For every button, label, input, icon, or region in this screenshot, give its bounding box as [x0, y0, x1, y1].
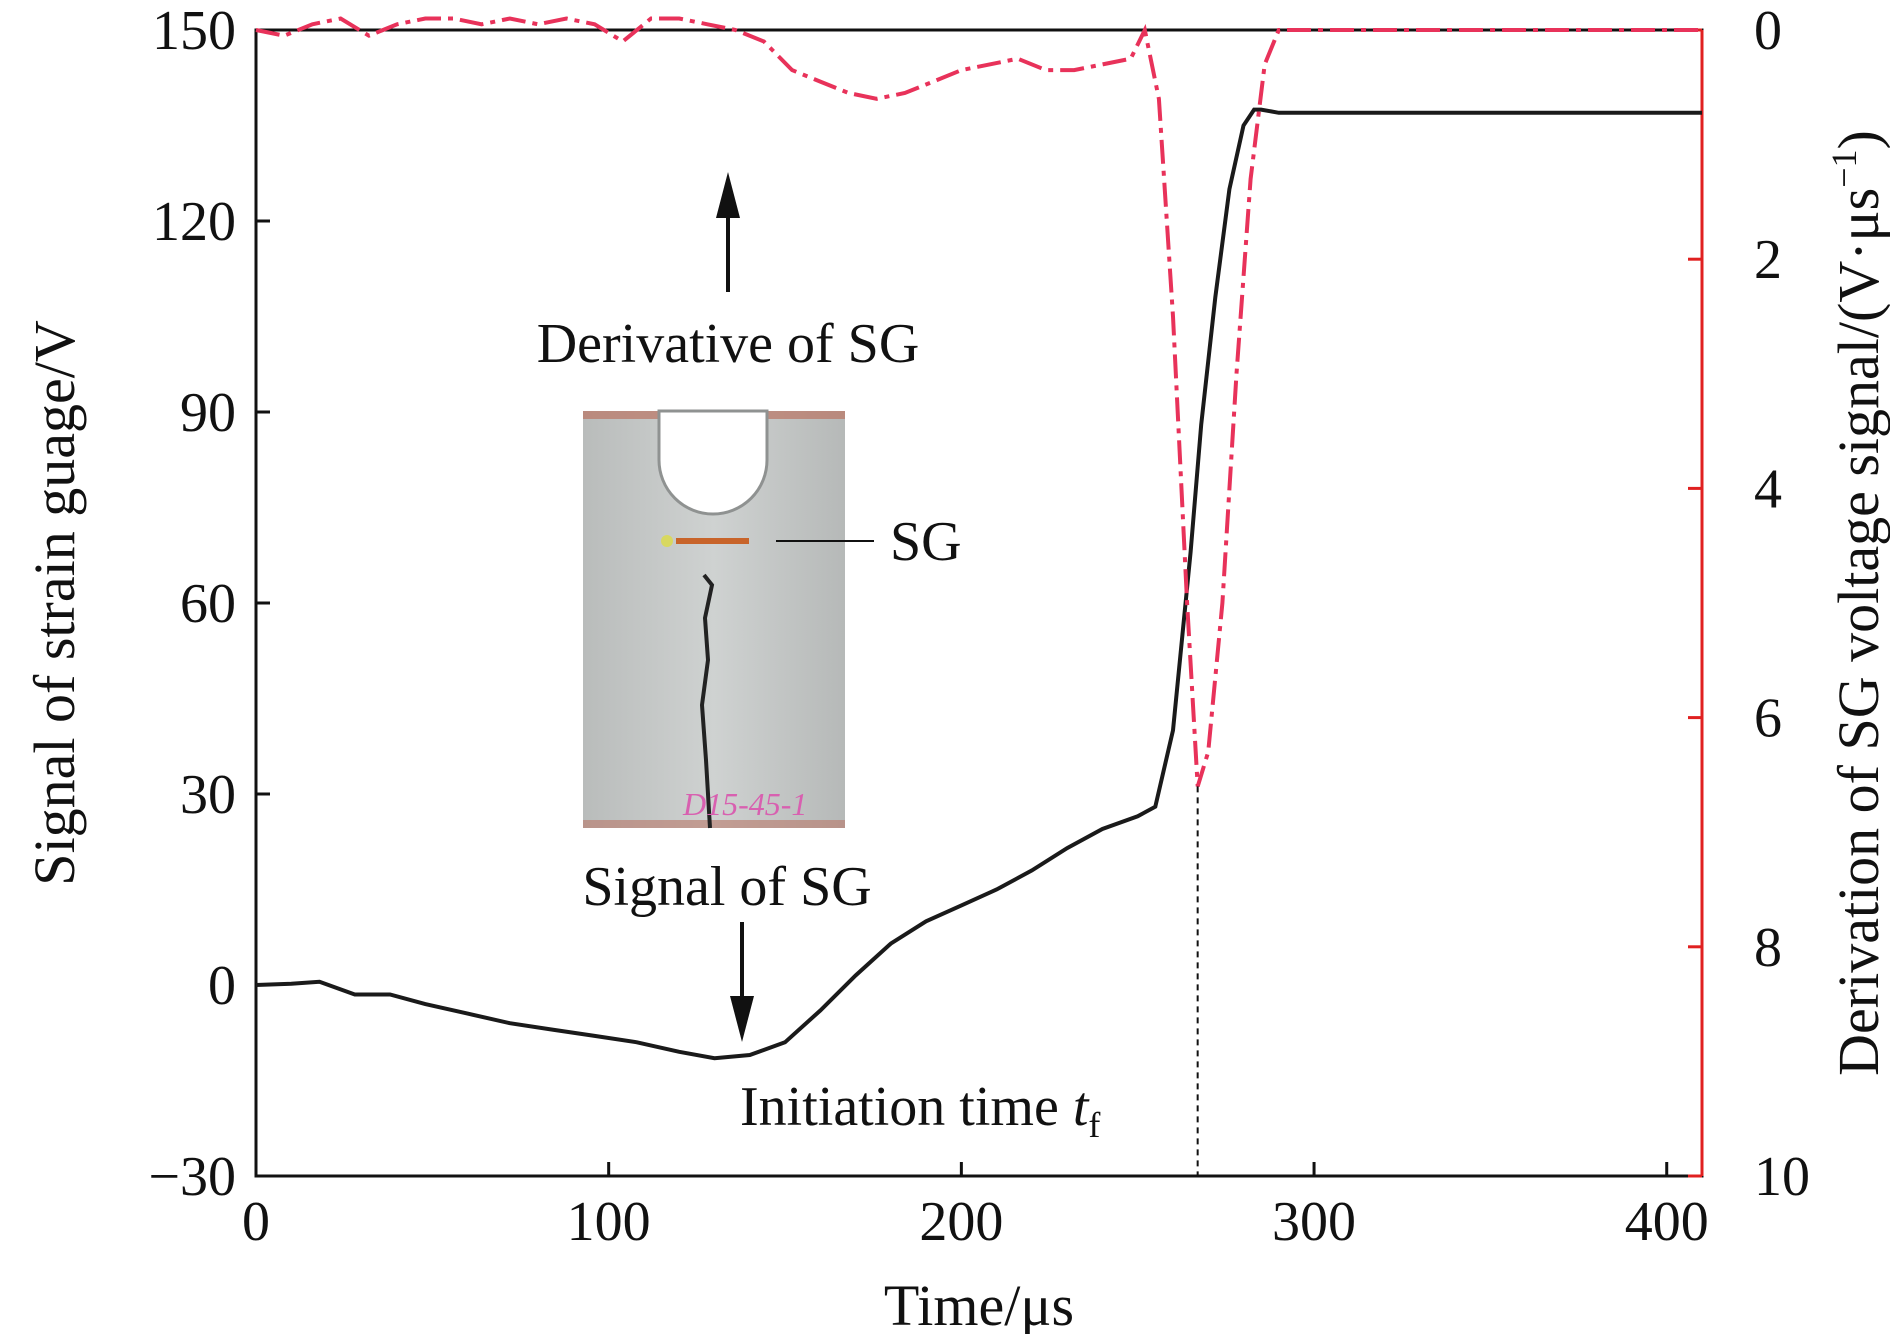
initiation-time-subscript: f — [1088, 1105, 1100, 1145]
specimen-photo: D15-45-1 — [583, 409, 845, 829]
signal-annotation: Signal of SG — [582, 856, 871, 918]
y-right-axis-ticks: 0 2 4 6 8 10 — [1688, 0, 1810, 1208]
x-tick-label: 100 — [567, 1191, 651, 1253]
y-left-axis-ticks: −30 0 30 60 90 120 150 — [148, 0, 270, 1208]
y-right-tick-label: 2 — [1754, 229, 1782, 291]
x-tick-label: 0 — [242, 1191, 270, 1253]
y-left-tick-label: 0 — [208, 955, 236, 1017]
initiation-time-variable: t — [1073, 1076, 1090, 1138]
y-left-tick-label: 120 — [152, 191, 236, 253]
sg-annotation: SG — [890, 511, 962, 573]
y-left-tick-label: 60 — [180, 573, 236, 635]
derivative-of-sg-line — [255, 16, 1702, 787]
y-left-tick-label: 90 — [180, 382, 236, 444]
derivative-annotation: Derivative of SG — [537, 313, 920, 375]
specimen-photo-text: D15-45-1 — [682, 786, 807, 822]
y-right-tick-label: 6 — [1754, 688, 1782, 750]
x-axis-label: Time/μs — [884, 1273, 1074, 1334]
x-axis-ticks: 0 100 200 300 400 — [242, 1162, 1709, 1253]
y-left-tick-label: −30 — [148, 1146, 236, 1208]
signal-arrow-head — [730, 996, 754, 1042]
plot-frame — [254, 28, 1704, 1178]
x-tick-label: 200 — [919, 1191, 1003, 1253]
x-tick-label: 400 — [1625, 1191, 1709, 1253]
initiation-time-annotation: Initiation time tf — [740, 1076, 1100, 1145]
derivative-arrow-head — [716, 172, 740, 218]
y-left-tick-label: 30 — [180, 764, 236, 826]
y-right-tick-label: 4 — [1754, 458, 1782, 520]
x-tick-label: 300 — [1272, 1191, 1356, 1253]
y-left-axis-label: Signal of strain guage/V — [22, 320, 87, 886]
y-right-axis-label: Derivation of SG voltage signal/(V·μs−1) — [1824, 130, 1890, 1076]
y-left-tick-label: 150 — [152, 0, 236, 62]
y-right-tick-label: 8 — [1754, 917, 1782, 979]
y-right-tick-label: 10 — [1754, 1146, 1810, 1208]
y-right-tick-label: 0 — [1754, 0, 1782, 62]
y-right-axis-label-sup: −1 — [1824, 149, 1864, 187]
signal-of-sg-line — [255, 107, 1702, 1061]
y-right-axis-label-close: ) — [1826, 130, 1890, 149]
